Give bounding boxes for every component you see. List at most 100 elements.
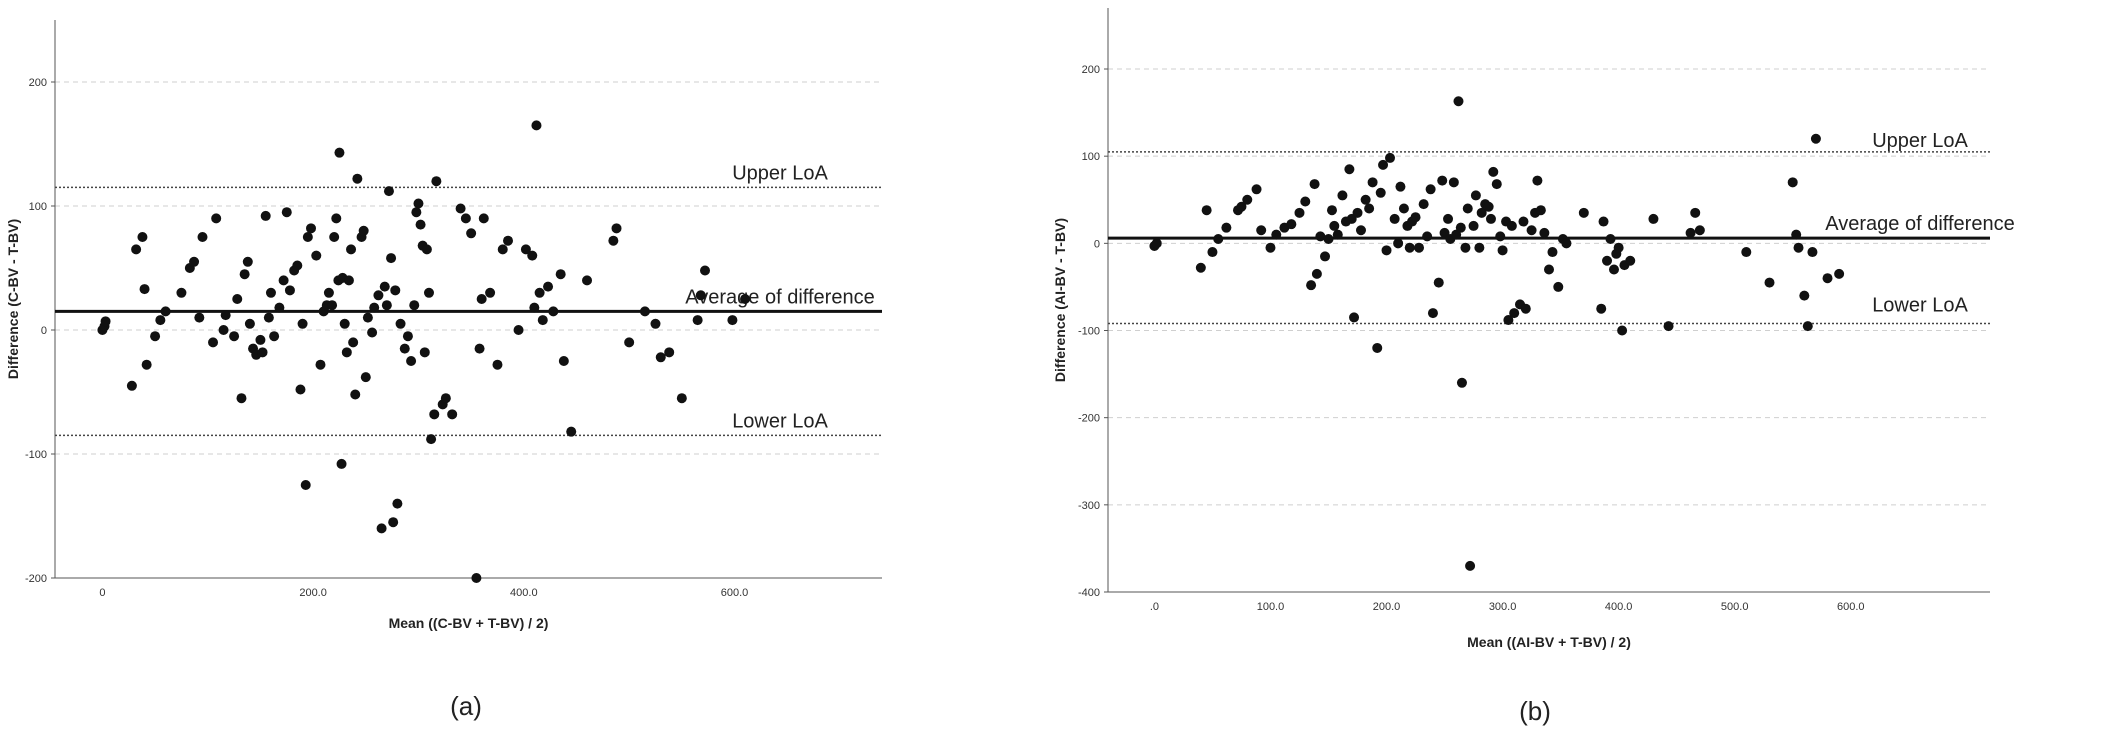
data-point [1802, 321, 1813, 332]
data-point [315, 359, 326, 370]
data-point [1617, 325, 1628, 336]
data-point [392, 498, 403, 509]
data-point [1364, 203, 1375, 214]
mean-annotation: Average of difference [685, 286, 874, 308]
data-point [1485, 213, 1496, 224]
data-point [1470, 190, 1481, 201]
data-point [194, 312, 205, 323]
data-point [1483, 201, 1494, 212]
data-point [1462, 203, 1473, 214]
data-point [476, 294, 487, 304]
y-tick-label: 0 [41, 325, 47, 337]
data-point [1195, 262, 1206, 273]
data-point [1355, 225, 1366, 236]
x-axis-title: Mean ((C-BV + T-BV) / 2) [389, 615, 549, 631]
data-point [331, 213, 342, 224]
data-point [386, 253, 397, 264]
data-point [402, 331, 413, 342]
x-axis-title: Mean ((AI-BV + T-BV) / 2) [1467, 634, 1631, 650]
data-point [1495, 231, 1506, 242]
data-point [323, 287, 334, 298]
data-point [352, 173, 363, 184]
data-point [327, 300, 338, 311]
data-point [423, 287, 434, 298]
lower-annotation: Lower LoA [1872, 295, 1968, 317]
x-tick-label: 100.0 [1257, 601, 1285, 613]
data-point [176, 287, 187, 298]
y-tick-label: -100 [25, 449, 47, 461]
data-point [1385, 152, 1396, 163]
data-point [399, 343, 410, 354]
y-tick-label: -100 [1078, 326, 1100, 338]
data-point [358, 225, 369, 236]
data-point [1608, 264, 1619, 275]
data-point [639, 306, 650, 317]
data-point [1422, 231, 1433, 242]
data-point [1503, 315, 1514, 326]
data-point [376, 523, 387, 534]
data-point [100, 316, 111, 327]
y-tick-label: 100 [1082, 151, 1100, 163]
data-point [126, 380, 137, 391]
data-point [388, 517, 399, 528]
x-tick-label: 400.0 [1605, 601, 1633, 613]
x-tick-label: .0 [1150, 601, 1159, 613]
data-point [211, 213, 222, 224]
data-point [1509, 308, 1520, 319]
y-tick-label: -400 [1078, 587, 1100, 599]
data-point [1764, 277, 1775, 288]
data-point [1300, 196, 1311, 207]
data-point [197, 232, 208, 242]
data-point [1578, 207, 1589, 218]
data-point [1236, 201, 1247, 212]
y-tick-label: -200 [1078, 413, 1100, 425]
data-point [1201, 205, 1212, 216]
y-axis-title: Difference (C-BV - T-BV) [5, 219, 21, 379]
data-point [1455, 222, 1466, 233]
data-point [1518, 216, 1529, 227]
data-point [1468, 220, 1479, 231]
data-point [1344, 164, 1355, 175]
data-point [478, 213, 489, 224]
data-point [306, 223, 317, 234]
data-point [440, 393, 451, 404]
data-point [1329, 220, 1340, 231]
data-point [1213, 233, 1224, 244]
x-tick-label: 300.0 [1489, 601, 1517, 613]
data-point [1242, 194, 1253, 205]
data-point [1323, 233, 1334, 244]
data-point [1787, 177, 1798, 188]
data-point [611, 223, 622, 234]
data-point [1822, 273, 1833, 284]
y-tick-label: -200 [25, 573, 47, 585]
data-point [1539, 227, 1550, 238]
data-point [284, 285, 295, 296]
data-point [1294, 207, 1305, 218]
y-tick-label: -300 [1078, 500, 1100, 512]
y-tick-label: 0 [1094, 238, 1100, 250]
data-point [155, 315, 166, 326]
data-point [608, 235, 619, 246]
data-point [1799, 290, 1810, 301]
data-point [1741, 247, 1752, 258]
data-point [295, 384, 306, 395]
data-point [1605, 233, 1616, 244]
data-point [329, 232, 340, 242]
data-point [431, 176, 442, 187]
data-point [141, 359, 152, 370]
data-point [447, 409, 458, 420]
data-point [466, 228, 477, 239]
y-tick-label: 200 [29, 77, 47, 89]
data-point [692, 315, 703, 326]
data-point [1433, 277, 1444, 288]
data-point [1389, 213, 1400, 224]
data-point [1598, 216, 1609, 227]
x-tick-label: 200.0 [1373, 601, 1401, 613]
upper-annotation: Upper LoA [732, 162, 828, 184]
data-point [1372, 342, 1383, 353]
data-point [1456, 377, 1467, 388]
data-point [343, 275, 354, 286]
data-point [300, 480, 311, 490]
data-point [1491, 179, 1502, 190]
